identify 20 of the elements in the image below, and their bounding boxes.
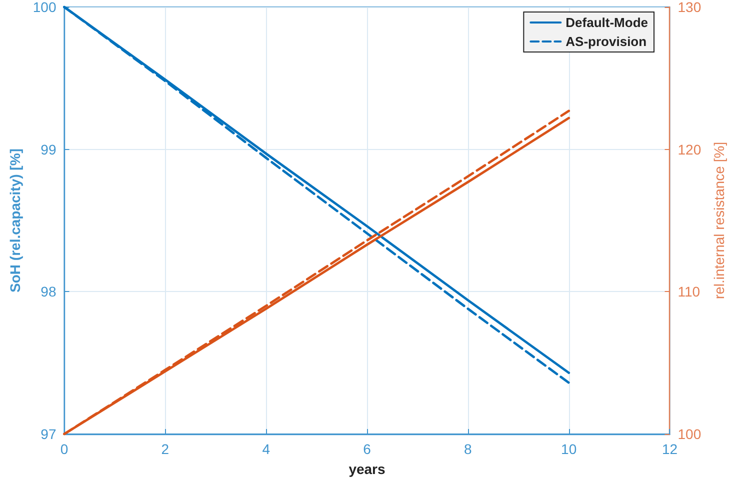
y2-tick-label: 120: [678, 141, 702, 158]
x-tick-label: 2: [161, 441, 170, 457]
x-tick-label: 0: [60, 441, 68, 457]
x-tick-label: 10: [561, 441, 577, 457]
y2-tick-label: 130: [678, 0, 702, 15]
x-axis-title: years: [348, 461, 386, 477]
y-tick-label: 99: [40, 141, 56, 158]
x-tick-label: 8: [464, 441, 472, 457]
y2-tick-label: 110: [678, 284, 700, 300]
x-tick-label: 6: [363, 441, 372, 457]
x-tick-label: 4: [262, 441, 270, 457]
legend-label: AS-provision: [566, 34, 647, 49]
y2-axis-title: rel.internal resistance [%]: [711, 142, 727, 300]
x-tick-label: 12: [662, 441, 678, 457]
y-tick-label: 97: [40, 426, 56, 442]
y-axis-title: SoH (rel.capacity) [%]: [7, 148, 23, 292]
y-tick-label: 98: [40, 284, 56, 300]
y-tick-label: 100: [32, 0, 56, 15]
y2-tick-label: 100: [678, 426, 702, 442]
legend-label: Default-Mode: [566, 15, 648, 30]
